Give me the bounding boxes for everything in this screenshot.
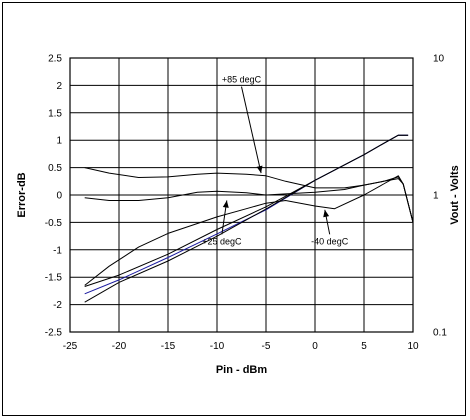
x-tick-label: 5 (361, 341, 367, 352)
y-left-tick-label: 2.5 (48, 54, 62, 65)
y-right-tick-labels: 10 1 0.1 (433, 54, 447, 339)
series-line-1 (84, 134, 409, 287)
y-left-tick-labels: 2.5 2 1.5 1 0.5 0 -0.5 -1 -1.5 -2 -2.5 (45, 54, 63, 339)
y-right-axis-title: Vout - Volts (449, 165, 461, 224)
grid (69, 57, 414, 333)
annotation-label: -40 degC (311, 236, 349, 246)
y-left-tick-label: 0 (56, 191, 62, 202)
y-left-tick-label: -1 (53, 245, 62, 256)
y-left-tick-label: 2 (56, 81, 62, 92)
plot-area (69, 57, 414, 333)
y-left-tick-label: 1.5 (48, 108, 62, 119)
x-tick-label: -5 (262, 341, 271, 352)
x-tick-label: -10 (210, 341, 225, 352)
chart-frame (2, 2, 466, 416)
annotation-arrowhead (256, 165, 263, 174)
x-tick-label: -25 (63, 341, 78, 352)
annotation-arrowhead (222, 200, 229, 208)
x-axis-title: Pin - dBm (216, 364, 268, 376)
y-left-tick-label: -0.5 (45, 218, 63, 229)
annotation-label: +85 degC (222, 75, 262, 85)
y-right-tick-label: 0.1 (433, 328, 447, 339)
y-left-tick-label: -2.5 (45, 328, 63, 339)
series-line-5 (84, 176, 414, 223)
x-tick-label: 0 (312, 341, 318, 352)
annotations: +85 degC +25 degC -40 degC (202, 75, 348, 247)
x-tick-label: 10 (407, 341, 419, 352)
x-tick-label: -15 (161, 341, 176, 352)
y-right-tick-label: 10 (433, 54, 445, 65)
y-left-tick-label: 0.5 (48, 163, 62, 174)
series-line-6 (84, 175, 414, 286)
y-right-tick-label: 1 (433, 191, 439, 202)
annotation-label: +25 degC (202, 236, 242, 246)
y-left-tick-label: -1.5 (45, 273, 63, 284)
x-tick-label: -20 (112, 341, 127, 352)
series-group (84, 134, 414, 303)
series-line-3 (84, 134, 409, 303)
y-left-axis-title: Error-dB (16, 172, 28, 217)
annotation-arrowhead (323, 209, 330, 218)
y-left-tick-label: -2 (53, 300, 62, 311)
x-tick-labels: -25 -20 -15 -10 -5 0 5 10 (63, 341, 419, 352)
series-line-2 (84, 134, 409, 295)
annotation-arrow (241, 86, 262, 174)
y-left-tick-label: 1 (56, 136, 62, 147)
